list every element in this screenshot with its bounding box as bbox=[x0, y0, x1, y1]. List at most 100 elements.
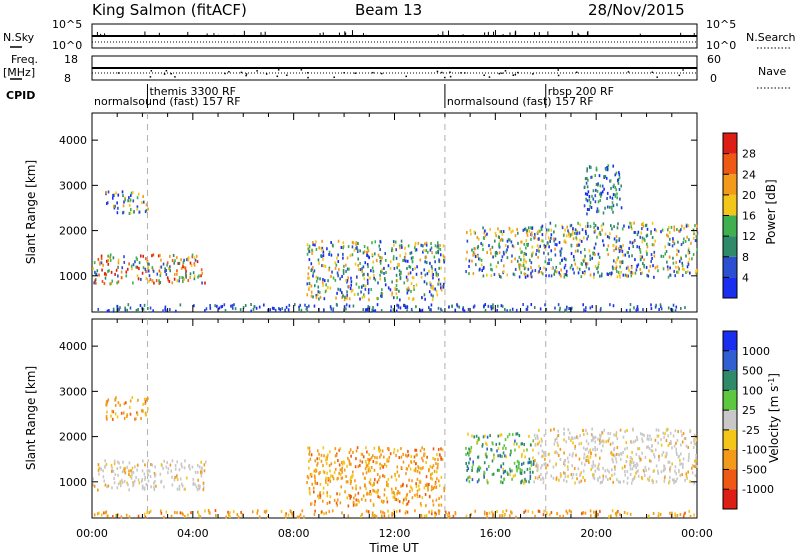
velocity-echo-cell bbox=[372, 454, 374, 458]
power-echo-cell bbox=[602, 243, 605, 247]
velocity-echo-cell bbox=[365, 462, 368, 466]
velocity-echo-cell bbox=[578, 457, 581, 461]
cpid-segment-label: rbsp 200 RF bbox=[548, 85, 614, 98]
velocity-echo-cell bbox=[435, 470, 438, 474]
velocity-echo-cell bbox=[657, 428, 660, 432]
power-echo-cell bbox=[662, 267, 665, 271]
velocity-echo-cell bbox=[364, 498, 367, 502]
velocity-echo-cell bbox=[428, 510, 430, 514]
velocity-echo-cell bbox=[368, 452, 370, 456]
power-echo-cell bbox=[501, 238, 504, 242]
power-echo-cell bbox=[509, 309, 511, 313]
power-echo-cell bbox=[553, 270, 556, 274]
freq-dot bbox=[354, 72, 356, 74]
velocity-echo-cell bbox=[364, 467, 367, 471]
velocity-echo-cell bbox=[619, 428, 622, 432]
power-echo-cell bbox=[490, 305, 492, 309]
velocity-echo-cell bbox=[167, 471, 169, 475]
velocity-echo-cell bbox=[123, 467, 125, 471]
velocity-echo-cell bbox=[365, 464, 368, 468]
power-echo-cell bbox=[650, 307, 653, 311]
velocity-echo-cell bbox=[585, 455, 588, 459]
velocity-echo-cell bbox=[505, 446, 507, 450]
velocity-echo-cell bbox=[657, 434, 660, 438]
power-echo-cell bbox=[511, 307, 514, 311]
power-echo-cell bbox=[361, 267, 363, 271]
power-echo-cell bbox=[351, 288, 354, 292]
velocity-echo-cell bbox=[365, 509, 368, 513]
power-echo-cell bbox=[545, 243, 548, 247]
velocity-echo-cell bbox=[387, 447, 390, 451]
velocity-echo-cell bbox=[194, 470, 197, 474]
power-echo-cell bbox=[572, 237, 575, 241]
power-echo-cell bbox=[494, 251, 497, 255]
power-echo-cell bbox=[145, 257, 147, 261]
power-echo-cell bbox=[597, 265, 599, 269]
power-echo-cell bbox=[525, 260, 527, 264]
velocity-echo-cell bbox=[313, 513, 316, 517]
power-echo-cell bbox=[501, 304, 504, 308]
power-echo-cell bbox=[359, 249, 361, 253]
power-echo-cell bbox=[330, 241, 332, 245]
velocity-echo-cell bbox=[687, 470, 689, 474]
power-colorbar-tick-label: 24 bbox=[742, 168, 756, 181]
power-echo-cell bbox=[615, 188, 618, 192]
velocity-echo-cell bbox=[611, 473, 613, 477]
power-echo-cell bbox=[404, 246, 406, 250]
velocity-echo-cell bbox=[585, 459, 587, 463]
velocity-echo-cell bbox=[615, 452, 618, 456]
velocity-echo-cell bbox=[591, 433, 594, 437]
velocity-echo-cell bbox=[548, 459, 551, 463]
power-echo-cell bbox=[531, 245, 534, 249]
velocity-echo-cell bbox=[524, 477, 526, 481]
velocity-echo-cell bbox=[338, 492, 341, 496]
velocity-echo-cell bbox=[545, 511, 548, 515]
power-echo-cell bbox=[637, 263, 640, 267]
power-echo-cell bbox=[563, 266, 566, 270]
velocity-echo-cell bbox=[309, 472, 312, 476]
power-echo-cell bbox=[216, 304, 218, 308]
velocity-echo-cell bbox=[318, 472, 320, 476]
power-echo-cell bbox=[160, 258, 162, 262]
power-echo-cell bbox=[497, 227, 499, 231]
velocity-echo-cell bbox=[448, 511, 450, 515]
velocity-echo-cell bbox=[436, 465, 439, 469]
velocity-echo-cell bbox=[543, 462, 546, 466]
power-echo-cell bbox=[632, 240, 635, 244]
velocity-echo-cell bbox=[424, 483, 427, 487]
velocity-echo-cell bbox=[608, 437, 610, 441]
power-echo-cell bbox=[666, 265, 669, 269]
power-echo-cell bbox=[462, 306, 465, 310]
power-echo-cell bbox=[530, 271, 532, 275]
power-echo-cell bbox=[159, 265, 162, 269]
velocity-echo-cell bbox=[327, 476, 330, 480]
velocity-echo-cell bbox=[625, 441, 628, 445]
velocity-echo-cell bbox=[345, 480, 348, 484]
velocity-echo-cell bbox=[516, 467, 518, 471]
power-echo-cell bbox=[136, 265, 139, 269]
power-echo-cell bbox=[121, 190, 124, 194]
power-echo-cell bbox=[619, 265, 621, 269]
velocity-echo-cell bbox=[308, 446, 311, 450]
velocity-echo-cell bbox=[258, 515, 261, 519]
power-echo-cell bbox=[159, 280, 161, 284]
power-echo-cell bbox=[353, 292, 356, 296]
velocity-echo-cell bbox=[402, 452, 404, 456]
velocity-echo-cell bbox=[677, 430, 679, 434]
power-echo-cell bbox=[554, 237, 557, 241]
velocity-echo-cell bbox=[696, 464, 699, 468]
power-echo-cell bbox=[147, 207, 149, 211]
velocity-echo-cell bbox=[363, 476, 366, 480]
power-echo-cell bbox=[363, 245, 366, 249]
power-echo-cell bbox=[175, 309, 177, 313]
velocity-echo-cell bbox=[312, 486, 315, 490]
velocity-echo-cell bbox=[440, 447, 442, 451]
power-echo-cell bbox=[530, 226, 532, 230]
power-echo-cell bbox=[639, 248, 641, 252]
power-echo-cell bbox=[390, 249, 393, 253]
velocity-echo-cell bbox=[369, 469, 372, 473]
velocity-echo-cell bbox=[163, 485, 165, 489]
power-echo-cell bbox=[517, 241, 519, 245]
power-echo-cell bbox=[159, 271, 162, 275]
power-echo-cell bbox=[565, 234, 568, 238]
